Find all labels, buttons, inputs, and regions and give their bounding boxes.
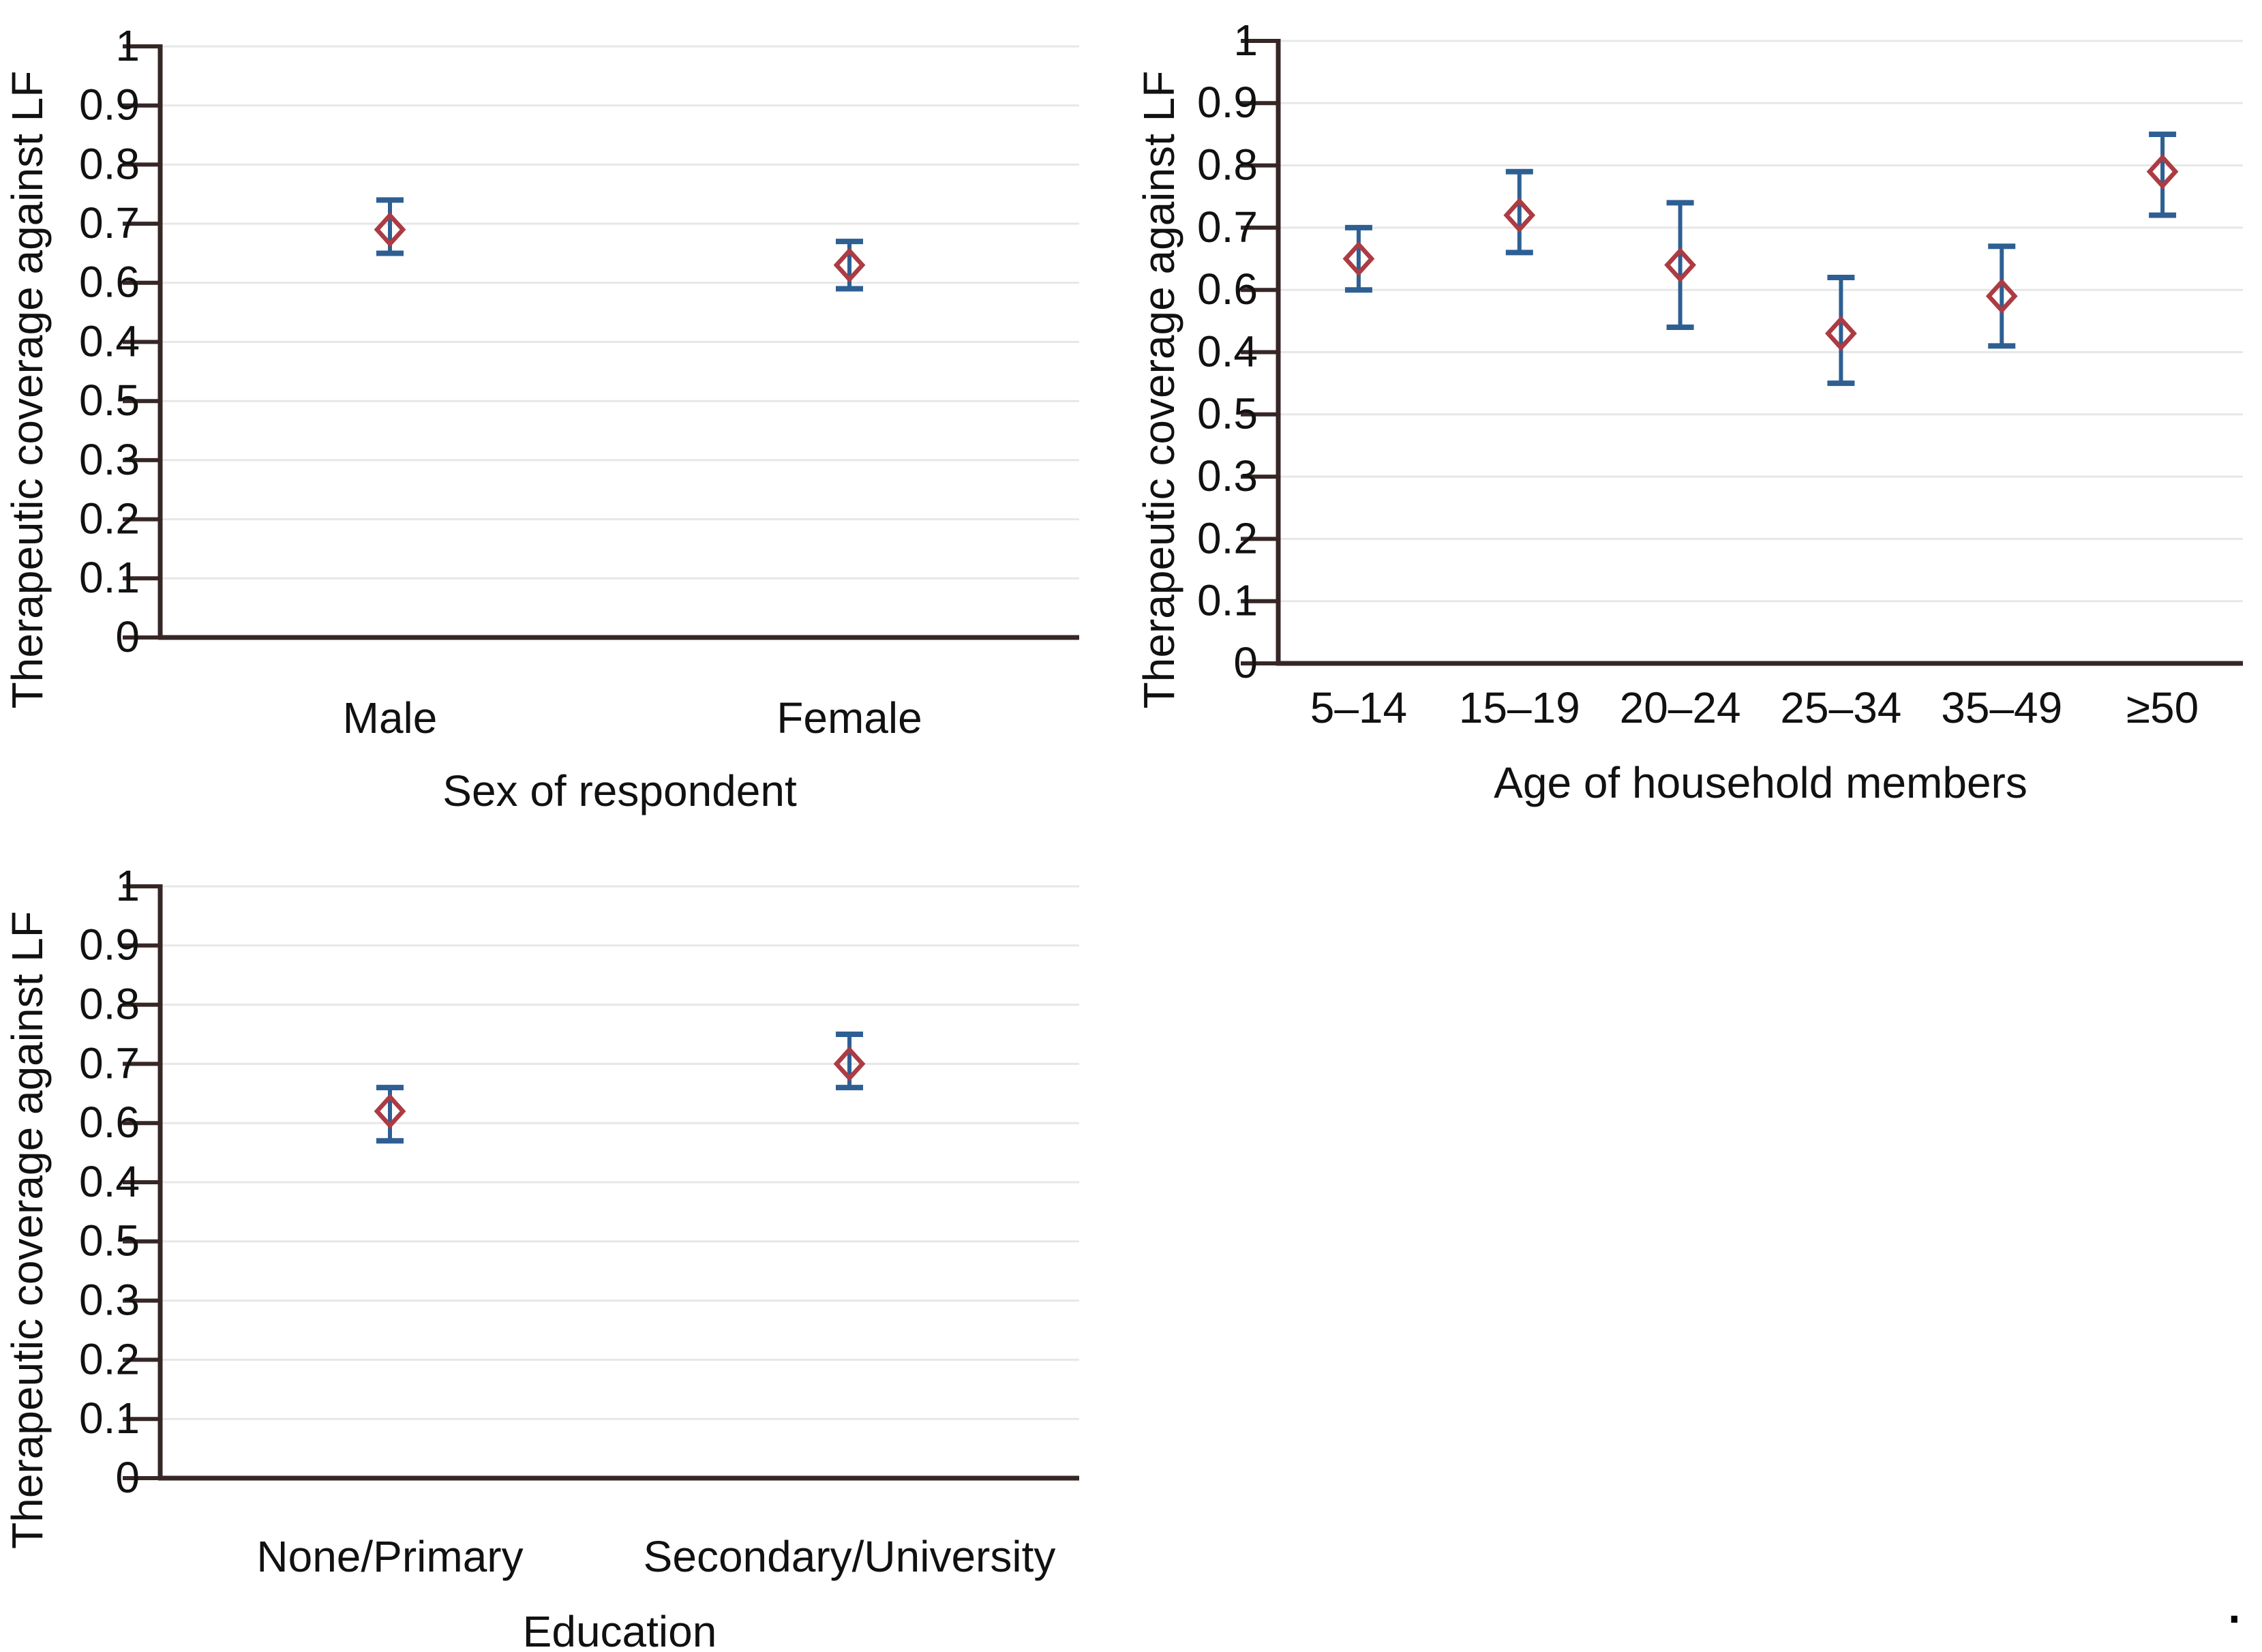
y-tick-label: 0.6	[79, 258, 140, 307]
x-tick-label: Male	[343, 693, 438, 742]
education-coverage-chart: 1 0.9 0.8 0.7 0.6 0.4 0.5 0.3 0.2 0.1 0 None/Primar…	[3, 861, 1079, 1652]
y-tick-label: 1	[115, 861, 140, 910]
y-tick-label: 0.4	[79, 316, 140, 365]
diamond-marker	[1985, 278, 2018, 314]
y-tick-label: 0.6	[79, 1098, 140, 1147]
y-tick-label: 1	[1233, 16, 1258, 65]
diamond-marker	[374, 1093, 406, 1129]
x-tick-label: 25–34	[1780, 683, 1901, 732]
x-axis-title: Education	[523, 1607, 717, 1652]
y-axis-title: Therapeutic coverage against LF	[1134, 71, 1183, 709]
y-tick-label: 0.2	[79, 494, 140, 543]
caption-trailing-period: .	[2225, 1564, 2244, 1637]
y-axis-title: Therapeutic coverage against LF	[3, 911, 52, 1549]
y-tick-label: 0.5	[79, 376, 140, 425]
x-axis-title: Age of household members	[1494, 758, 2027, 807]
y-tick-label: 0.1	[79, 1394, 140, 1443]
y-tick-label: 0	[1233, 638, 1258, 687]
y-tick-label: 0.8	[79, 980, 140, 1029]
x-tick-label: 15–19	[1459, 683, 1580, 732]
y-tick-label: 0.8	[1197, 140, 1258, 190]
y-tick-label: 0	[115, 612, 140, 661]
x-tick-label: 5–14	[1310, 683, 1407, 732]
y-tick-label: 0.5	[79, 1216, 140, 1265]
x-tick-label: None/Primary	[256, 1532, 523, 1581]
age-coverage-chart: 1 0.9 0.8 0.7 0.6 0.4 0.5 0.3 0.2 0.1 0 5–14 15–19 20…	[1134, 16, 2243, 807]
diamond-marker	[833, 1046, 866, 1082]
y-tick-label: 0.7	[79, 198, 140, 247]
y-tick-label: 0.1	[79, 553, 140, 602]
y-tick-label: 0.2	[79, 1334, 140, 1383]
diamond-marker	[1503, 197, 1536, 233]
x-tick-label: 20–24	[1620, 683, 1741, 732]
y-tick-label: 0.9	[79, 920, 140, 970]
diamond-marker	[2146, 153, 2179, 190]
y-tick-label: 0.4	[79, 1157, 140, 1206]
x-tick-label: ≥50	[2126, 683, 2199, 732]
y-tick-label: 0.9	[1197, 78, 1258, 127]
y-tick-label: 0.5	[1197, 389, 1258, 438]
y-tick-label: 0.7	[1197, 202, 1258, 252]
x-tick-label: 35–49	[1941, 683, 2062, 732]
y-tick-label: 0.9	[79, 80, 140, 130]
y-tick-label: 0.4	[1197, 327, 1258, 376]
y-tick-label: 0.7	[79, 1038, 140, 1087]
diamond-marker	[1342, 241, 1375, 277]
x-tick-label: Secondary/University	[644, 1532, 1056, 1581]
diamond-marker	[1825, 316, 1857, 351]
x-tick-label: Female	[776, 693, 922, 742]
diamond-marker	[1664, 247, 1696, 283]
y-tick-label: 0	[115, 1453, 140, 1502]
x-axis-title: Sex of respondent	[442, 766, 797, 815]
sex-coverage-chart: 1 0.9 0.8 0.7 0.6 0.4 0.5 0.3 0.2 0.1 0 Male Female S…	[3, 21, 1079, 815]
diamond-marker	[374, 211, 406, 247]
y-tick-label: 1	[115, 21, 140, 70]
y-tick-label: 0.6	[1197, 265, 1258, 314]
y-axis-title: Therapeutic coverage against LF	[3, 71, 52, 709]
y-tick-label: 0.3	[1197, 451, 1258, 500]
y-tick-label: 0.2	[1197, 513, 1258, 562]
y-tick-label: 0.8	[79, 139, 140, 188]
y-tick-label: 0.3	[79, 435, 140, 484]
diamond-marker	[833, 247, 866, 283]
y-tick-label: 0.1	[1197, 576, 1258, 625]
y-tick-label: 0.3	[79, 1276, 140, 1325]
